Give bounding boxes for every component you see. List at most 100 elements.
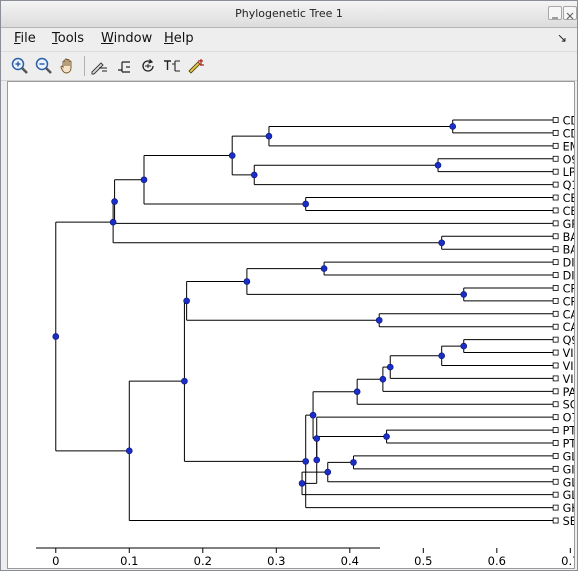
menu-tools-mnemonic: T xyxy=(52,31,58,46)
x-tick-label: 0.2 xyxy=(194,554,212,568)
leaf-marker xyxy=(552,517,559,524)
tree-node-dot xyxy=(313,456,321,464)
toolbar xyxy=(1,51,577,81)
leaf-marker xyxy=(552,465,559,472)
leaf-marker xyxy=(552,414,559,421)
close-button[interactable] xyxy=(563,6,577,20)
close-icon xyxy=(566,12,574,20)
title-bar[interactable]: Phylogenetic Tree 1 xyxy=(1,1,577,28)
tree-node-dot xyxy=(438,352,445,360)
leaf-marker xyxy=(552,310,559,317)
window-title: Phylogenetic Tree 1 xyxy=(235,7,343,20)
leaf-label: CRFR2_XENLA/115-368 xyxy=(563,282,574,295)
leaf-marker xyxy=(552,323,559,330)
leaf-marker xyxy=(552,194,559,201)
leaf-marker xyxy=(552,504,559,511)
pencil-tree-icon xyxy=(91,62,107,75)
tree-node-dot xyxy=(298,480,306,487)
tree-node-dot xyxy=(320,265,328,272)
leaf-label: O97802_BOVIN/769-1016 xyxy=(563,153,574,166)
x-tick-label: 0.5 xyxy=(414,554,432,568)
menu-overflow-icon[interactable]: ↘ xyxy=(556,31,567,45)
leaf-marker xyxy=(552,349,559,356)
tree-node-dot xyxy=(350,459,357,466)
tree-node-dot xyxy=(383,433,390,440)
leaf-marker xyxy=(552,375,559,382)
menu-window-mnemonic: W xyxy=(101,31,114,46)
leaf-label: PTHR1_HUMAN/184-466 xyxy=(563,438,574,451)
tree-node-dot xyxy=(460,291,468,298)
leaf-marker xyxy=(552,207,559,214)
tree-node-dot xyxy=(309,411,317,419)
leaf-label: CALRL_HUMAN/138-391 xyxy=(563,308,574,321)
leaf-label: CALCR_RAT/145-435 xyxy=(563,321,574,334)
zoom-in-button[interactable] xyxy=(10,56,30,76)
toolbar-separator xyxy=(84,56,85,76)
x-tick-label: 0.4 xyxy=(341,554,359,568)
zoom-out-button[interactable] xyxy=(34,56,54,76)
leaf-marker xyxy=(552,168,559,175)
leaf-marker xyxy=(552,155,559,162)
menu-file[interactable]: File xyxy=(14,31,36,46)
leaf-marker xyxy=(552,478,559,485)
menu-help-rest: elp xyxy=(173,31,194,46)
leaf-label: DIHR_MANSE/83-351 xyxy=(563,270,574,283)
tree-canvas[interactable]: CD97_MOUSE/526-777CD97_HUMAN/544-793EMR1… xyxy=(7,81,578,569)
leaf-marker xyxy=(552,233,559,240)
hand-icon xyxy=(60,58,72,74)
leaf-marker xyxy=(552,491,559,498)
menu-file-mnemonic: F xyxy=(14,31,21,46)
leaf-label: BAI2_HUMAN/917-1197 xyxy=(563,231,574,244)
leaf-label: CELR3_RAT/2534-2777 xyxy=(563,205,574,218)
highlight-button[interactable] xyxy=(186,56,206,76)
phylogenetic-tree[interactable]: CD97_MOUSE/526-777CD97_HUMAN/544-793EMR1… xyxy=(8,82,578,568)
menu-help-mnemonic: H xyxy=(164,31,174,46)
tree-node-dot xyxy=(438,239,445,247)
tree-node-dot xyxy=(125,447,133,455)
tree-node-dot xyxy=(265,132,273,140)
tree-node-dot xyxy=(302,458,310,465)
leaf-marker xyxy=(552,285,559,291)
tree-node-dot xyxy=(324,468,332,476)
leaf-label: PACR_MOUSE/150-435 xyxy=(563,386,574,399)
rotate-button[interactable] xyxy=(138,56,158,76)
color-tree-icon xyxy=(188,59,204,74)
leaf-marker xyxy=(552,453,559,459)
menu-tools[interactable]: Tools xyxy=(52,31,84,46)
menu-file-rest: ile xyxy=(20,31,36,46)
reroot-tree-icon xyxy=(118,61,130,73)
tree-node-dot xyxy=(313,435,321,442)
leaf-label: VIPR_CARAU/100-359 xyxy=(563,360,574,373)
tree-node-dot xyxy=(140,176,148,184)
reroot-button[interactable] xyxy=(114,56,134,76)
tree-node-dot xyxy=(181,377,188,385)
tree-node-dot xyxy=(243,278,251,285)
menu-tools-rest: ools xyxy=(57,31,85,46)
leaf-label: GLP2R_RAT/175-443 xyxy=(563,489,574,502)
label-order-button[interactable] xyxy=(162,56,182,76)
menu-help[interactable]: Help xyxy=(164,31,194,46)
leaf-marker xyxy=(552,142,559,149)
leaf-marker xyxy=(552,440,559,446)
tree-node-dot xyxy=(228,152,236,159)
leaf-marker xyxy=(552,427,559,433)
pan-button[interactable] xyxy=(58,56,78,76)
tree-node-dot xyxy=(250,171,258,179)
x-tick-label: 0 xyxy=(52,554,59,568)
tree-node-dot xyxy=(111,198,118,205)
leaf-marker xyxy=(552,117,559,123)
leaf-label: GLP1R_RAT/141-409 xyxy=(563,476,574,489)
leaf-marker xyxy=(552,220,559,227)
tree-node-dot xyxy=(460,342,468,350)
leaf-label: CELR1_MOUSE/2480-2723 xyxy=(563,192,574,205)
leaf-marker xyxy=(552,272,559,278)
menu-window[interactable]: Window xyxy=(101,31,152,46)
tree-node-dot xyxy=(375,316,383,324)
label-tool-button[interactable] xyxy=(90,56,110,76)
leaf-marker xyxy=(552,130,559,136)
menu-bar: File Tools Window Help ↘ xyxy=(1,28,577,50)
minimize-button[interactable] xyxy=(548,6,562,20)
leaf-label: BAI1_HUMAN/944-1191 xyxy=(563,244,574,257)
tree-node-dot xyxy=(386,363,394,371)
